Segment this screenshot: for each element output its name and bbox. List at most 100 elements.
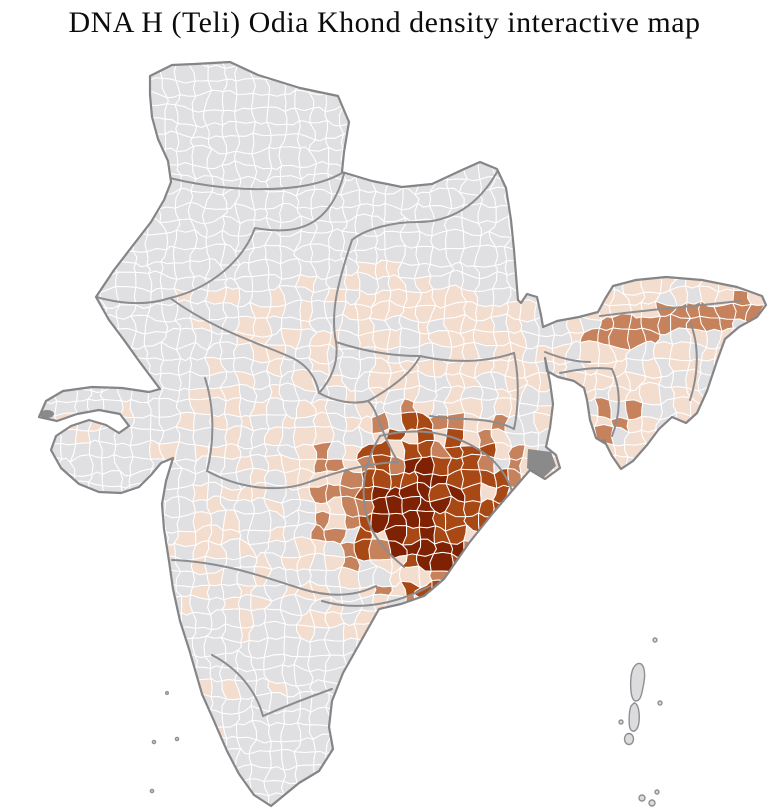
district-cell[interactable] xyxy=(26,262,47,280)
district-cell[interactable] xyxy=(54,524,77,546)
district-cell[interactable] xyxy=(463,793,482,812)
district-cell[interactable] xyxy=(459,609,482,628)
district-cell[interactable] xyxy=(729,623,750,641)
district-cell[interactable] xyxy=(668,650,689,669)
district-cell[interactable] xyxy=(744,432,764,448)
district-cell[interactable] xyxy=(669,247,693,265)
district-cell[interactable] xyxy=(69,53,90,67)
district-cell[interactable] xyxy=(533,103,555,125)
district-cell[interactable] xyxy=(687,666,708,688)
district-cell[interactable] xyxy=(220,775,237,798)
district-cell[interactable] xyxy=(549,173,568,192)
district-cell[interactable] xyxy=(40,514,60,527)
district-cell[interactable] xyxy=(462,733,479,752)
district-cell[interactable] xyxy=(102,107,123,127)
district-cell[interactable] xyxy=(733,565,750,585)
district-cell[interactable] xyxy=(24,524,48,545)
district-cell[interactable] xyxy=(117,638,136,656)
district-cell[interactable] xyxy=(25,593,42,612)
island[interactable] xyxy=(623,732,635,746)
district-cell[interactable] xyxy=(764,482,769,503)
district-cell[interactable] xyxy=(27,626,46,642)
district-cell[interactable] xyxy=(459,692,478,713)
district-cell[interactable] xyxy=(758,554,769,573)
district-cell[interactable] xyxy=(369,90,389,112)
district-cell[interactable] xyxy=(29,119,43,134)
district-cell[interactable] xyxy=(431,704,449,724)
district-cell[interactable] xyxy=(521,680,543,697)
district-cell[interactable] xyxy=(147,652,165,667)
district-cell[interactable] xyxy=(535,762,558,779)
district-cell[interactable] xyxy=(191,722,208,740)
district-cell[interactable] xyxy=(133,190,148,209)
district-cell[interactable] xyxy=(670,722,691,742)
district-cell[interactable] xyxy=(357,48,376,71)
district-cell[interactable] xyxy=(641,708,662,727)
district-cell[interactable] xyxy=(117,105,134,127)
district-cell[interactable] xyxy=(146,174,165,196)
district-cell[interactable] xyxy=(613,733,626,752)
district-cell[interactable] xyxy=(653,665,677,686)
district-cell[interactable] xyxy=(26,484,46,504)
district-cell[interactable] xyxy=(371,107,390,120)
district-cell[interactable] xyxy=(563,611,583,629)
district-cell[interactable] xyxy=(623,120,646,139)
district-cell[interactable] xyxy=(563,217,587,235)
district-cell[interactable] xyxy=(639,75,660,100)
district-cell[interactable] xyxy=(657,445,677,460)
district-cell[interactable] xyxy=(760,243,769,262)
district-cell[interactable] xyxy=(747,232,769,252)
district-cell[interactable] xyxy=(493,582,513,599)
district-cell[interactable] xyxy=(357,761,378,784)
district-cell[interactable] xyxy=(551,488,567,501)
district-cell[interactable] xyxy=(400,63,421,82)
district-cell[interactable] xyxy=(118,64,136,84)
district-cell[interactable] xyxy=(550,398,574,418)
district-cell[interactable] xyxy=(53,762,75,785)
island[interactable] xyxy=(652,637,658,643)
district-cell[interactable] xyxy=(538,580,556,598)
district-cell[interactable] xyxy=(104,733,123,755)
district-cell[interactable] xyxy=(655,104,677,121)
district-cell[interactable] xyxy=(490,62,510,79)
district-cell[interactable] xyxy=(55,304,76,323)
district-cell[interactable] xyxy=(413,778,437,796)
district-cell[interactable] xyxy=(459,579,482,598)
district-cell[interactable] xyxy=(116,49,136,70)
district-cell[interactable] xyxy=(87,204,108,219)
district-cell[interactable] xyxy=(759,540,769,559)
district-cell[interactable] xyxy=(611,527,628,546)
district-cell[interactable] xyxy=(161,705,182,727)
district-cell[interactable] xyxy=(355,131,377,154)
district-cell[interactable] xyxy=(100,215,119,237)
district-cell[interactable] xyxy=(386,650,404,672)
district-cell[interactable] xyxy=(53,275,76,294)
district-cell[interactable] xyxy=(68,663,89,684)
district-cell[interactable] xyxy=(539,79,556,93)
district-cell[interactable] xyxy=(699,176,720,192)
district-cell[interactable] xyxy=(744,63,767,85)
district-cell[interactable] xyxy=(71,152,94,169)
district-cell[interactable] xyxy=(699,807,721,812)
district-cell[interactable] xyxy=(53,229,78,252)
district-cell[interactable] xyxy=(714,231,736,245)
district-cell[interactable] xyxy=(459,709,478,729)
district-cell[interactable] xyxy=(598,540,616,557)
district-cell[interactable] xyxy=(491,92,511,112)
district-cell[interactable] xyxy=(133,652,150,670)
district-cell[interactable] xyxy=(83,665,105,685)
district-cell[interactable] xyxy=(504,179,523,194)
district-cell[interactable] xyxy=(624,107,644,125)
district-cell[interactable] xyxy=(669,565,691,583)
district-cell[interactable] xyxy=(417,719,436,740)
district-cell[interactable] xyxy=(715,431,735,445)
district-cell[interactable] xyxy=(538,635,556,657)
district-cell[interactable] xyxy=(101,124,119,139)
district-cell[interactable] xyxy=(69,608,92,629)
district-cell[interactable] xyxy=(178,808,192,812)
district-cell[interactable] xyxy=(39,610,62,628)
district-cell[interactable] xyxy=(609,682,632,700)
district-cell[interactable] xyxy=(56,678,76,700)
district-cell[interactable] xyxy=(701,721,723,741)
district-cell[interactable] xyxy=(42,261,58,280)
